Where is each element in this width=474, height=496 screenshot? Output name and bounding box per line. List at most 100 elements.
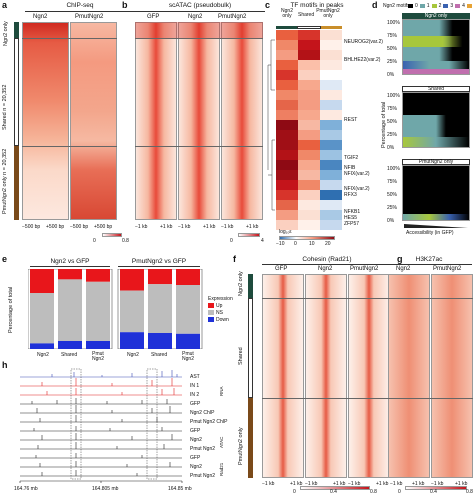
h-track-rad21-ngn2: Ngn2 xyxy=(190,464,202,470)
row-label-ngn2-only: Ngn2 only xyxy=(3,21,9,46)
heatmap-a-ngn2 xyxy=(22,22,69,220)
d-xlabel: Accessibility (in GFP) xyxy=(406,230,454,236)
f-bar-ngn2-only xyxy=(248,274,253,298)
e-bar-ns-1-2 xyxy=(176,285,200,334)
a-scale-min: 0 xyxy=(93,238,96,244)
e-bar-ns-1-1 xyxy=(148,284,172,333)
panel-a-col-pmut: PmutNgn2 xyxy=(75,14,104,20)
panel-letter-a: a xyxy=(2,0,8,10)
heatmap-b-pmut xyxy=(221,22,263,220)
h-group-atac: ATAC xyxy=(219,436,224,448)
f-scale-1: 0.4 xyxy=(330,489,337,495)
e-bar-down-1-2 xyxy=(176,333,200,349)
e-bar-up-1-0 xyxy=(120,269,144,291)
h-browser-tracks xyxy=(19,368,183,483)
c-scale-1: −10 xyxy=(276,241,285,247)
c-label-zfp57: ZFP57 xyxy=(344,221,360,227)
d-stack-2 xyxy=(402,92,470,148)
d-stack-1 xyxy=(402,19,470,75)
h-group-rna: RNA xyxy=(219,386,224,396)
e-bar-up-0-2 xyxy=(86,269,110,282)
d-section-pmut: PmutNgn2 only xyxy=(402,159,470,165)
c-motif-heatmap xyxy=(276,30,342,230)
e-chart xyxy=(28,269,203,349)
c-label-rfx3: RFX3 xyxy=(344,192,357,198)
f-row-shared: Shared xyxy=(238,347,244,365)
panel-letter-c: c xyxy=(265,0,271,10)
e-ylabel: Percentage of total xyxy=(8,286,14,334)
g-col-ngn2: Ngn2 xyxy=(396,266,411,272)
panel-c-title: TF motifs in peaks xyxy=(290,2,344,9)
g-xtick-4: +1 kb xyxy=(455,481,468,487)
panel-a-col-ngn2: Ngn2 xyxy=(33,14,48,20)
g-scale-0: 0 xyxy=(398,489,401,495)
panel-b-col-pmut: PmutNgn2 xyxy=(218,14,247,20)
h-track-ngn2-chip: Ngn2 ChIP xyxy=(190,410,215,416)
h-track-atac-ngn2: Ngn2 xyxy=(190,437,202,443)
row-label-shared: Shared n = 20,352 xyxy=(2,84,8,130)
c-label-rest: REST xyxy=(344,117,358,123)
g-xtick-1: −1 kb xyxy=(390,481,403,487)
b-colorscale xyxy=(238,233,260,237)
h-track-rad21-pmut: Pmut Ngn2 xyxy=(190,473,216,479)
d-yticks-1: 100% 75% 50% 25% 0% xyxy=(387,20,400,78)
h-track-pmut-chip: Pmut Ngn2 ChIP xyxy=(190,419,228,425)
c-label-nfix-2: NFIX(var.2) xyxy=(344,186,370,192)
panel-c-col-shared: Shared xyxy=(298,12,315,18)
f-xtick-2: +1 kb xyxy=(290,481,303,487)
h-track-atac-pmut: Pmut Ngn2 xyxy=(190,446,216,452)
b-scale-max: 4 xyxy=(261,238,264,244)
e-xcat-left-1: Ngn2 xyxy=(37,352,49,358)
panel-letter-b: b xyxy=(122,0,128,10)
panel-letter-h: h xyxy=(2,360,8,370)
d-legend: 0 1 2 3 4 5 xyxy=(408,3,474,9)
h-track-rad21-gfp: GFP xyxy=(190,455,201,461)
panel-letter-d: d xyxy=(372,0,378,10)
h-track-atac-gfp: GFP xyxy=(190,428,201,434)
h-track-gfp: GFP xyxy=(190,401,201,407)
g-scale-2: 0.8 xyxy=(466,489,473,495)
d-stack-3 xyxy=(402,165,470,221)
heatmap-b-gfp xyxy=(135,22,177,220)
heatmap-f-ngn2 xyxy=(305,274,347,478)
a-xtick-3: −500 bp xyxy=(70,224,89,230)
c-label-neurog2: NEUROG2(var.2) xyxy=(344,39,383,45)
e-legend-up-swatch xyxy=(208,303,214,308)
c-label-hes5: HES5 xyxy=(344,215,358,221)
e-bar-up-1-2 xyxy=(176,269,200,285)
b-xtick-6: +1 kb xyxy=(246,224,259,230)
f-scale-0: 0 xyxy=(293,489,296,495)
f-colorscale xyxy=(300,486,370,490)
d-section-shared: Shared xyxy=(402,86,470,92)
a-xtick-4: +500 bp xyxy=(94,224,113,230)
shared-row-bar xyxy=(14,38,19,146)
d-accessibility-wedge xyxy=(404,224,468,228)
heatmap-g-ngn2 xyxy=(388,274,430,478)
c-label-tgif2: TGIF2 xyxy=(344,155,359,161)
e-legend-ns-swatch xyxy=(208,310,214,315)
e-right-frame xyxy=(117,269,203,349)
h-track-in1: IN 1 xyxy=(190,383,200,389)
e-xcat-right-1: Ngn2 xyxy=(127,352,139,358)
f-scale-2: 0.8 xyxy=(370,489,377,495)
ngn2-only-row-bar xyxy=(14,22,19,38)
h-coord-2: 164.805 mb xyxy=(92,486,119,492)
heatmap-a-pmut xyxy=(70,22,117,220)
e-left-frame xyxy=(28,269,113,349)
c-label-nfix-1: NFIX(var.2) xyxy=(344,171,370,177)
g-colorscale xyxy=(405,486,467,490)
e-legend-up: Up xyxy=(216,303,223,309)
f-xtick-3: −1 kb xyxy=(305,481,318,487)
e-bar-up-1-1 xyxy=(148,269,172,285)
heatmap-b-ngn2 xyxy=(178,22,220,220)
e-bar-up-0-0 xyxy=(30,269,54,293)
e-bar-down-0-0 xyxy=(30,343,54,349)
panel-c-col-ngn2: Ngn2 only xyxy=(281,8,293,19)
e-bar-ns-0-0 xyxy=(30,293,54,344)
f-bar-pmut xyxy=(248,398,253,478)
e-xcat-right-3: Pmut Ngn2 xyxy=(182,351,194,362)
d-yticks-2: 100% 75% 50% 25% 0% xyxy=(387,93,400,151)
a-colorscale xyxy=(102,233,122,237)
e-legend-ns: NS xyxy=(216,310,223,316)
b-scale-min: 0 xyxy=(230,238,233,244)
